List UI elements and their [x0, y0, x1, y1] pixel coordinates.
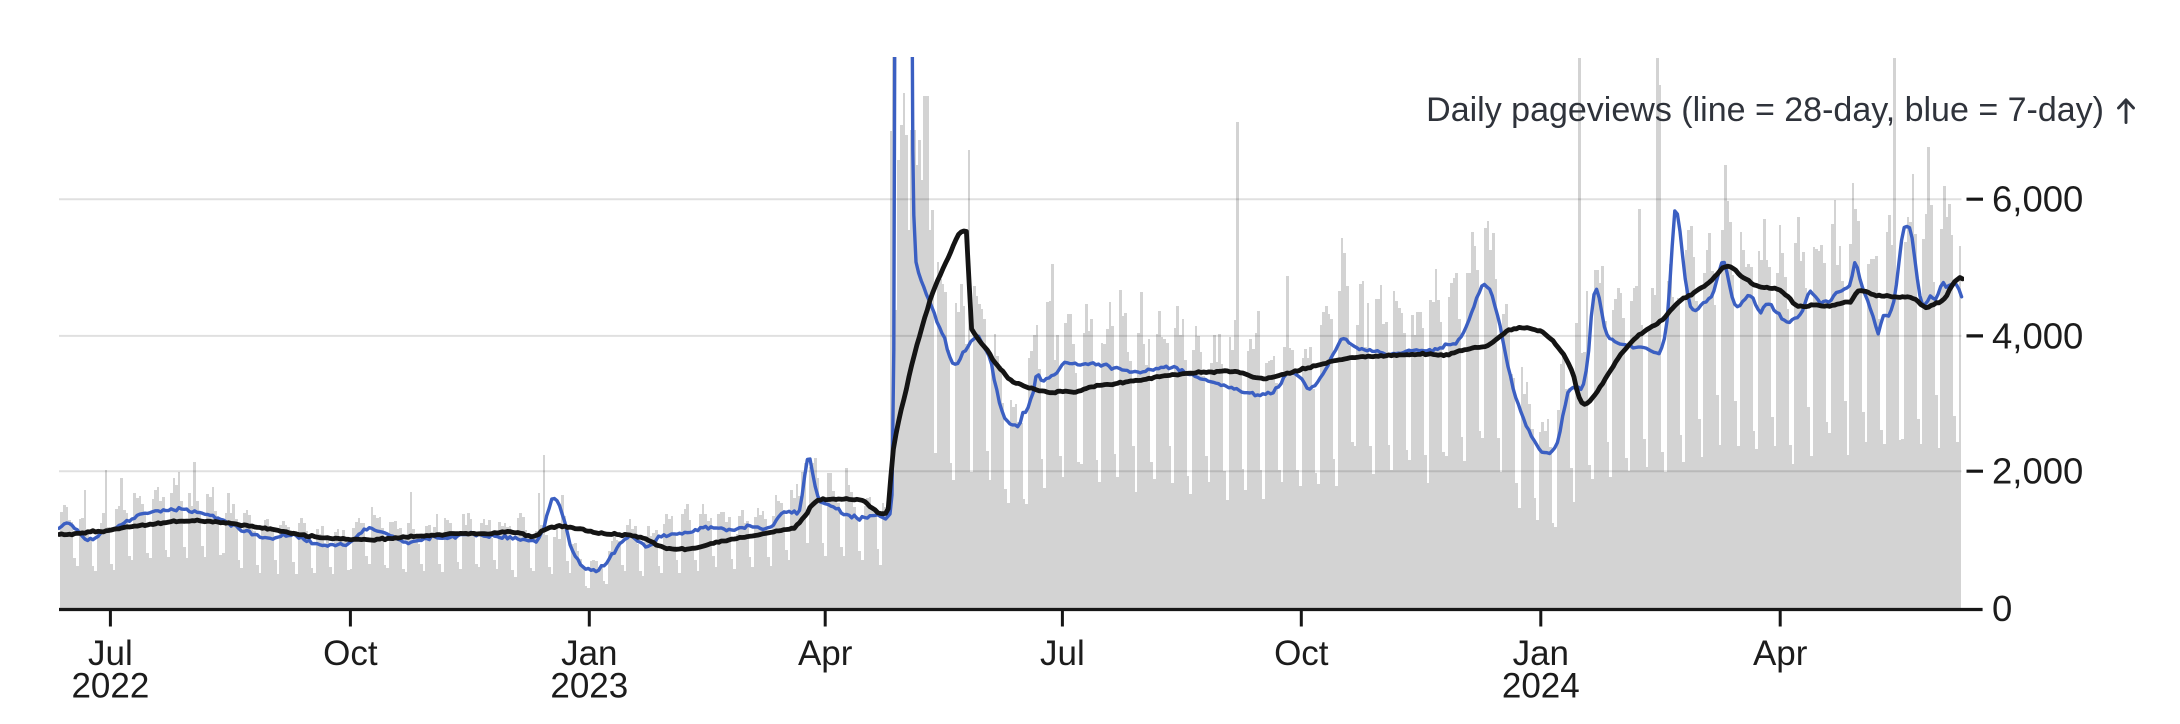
svg-text:Daily pageviews (line = 28-day: Daily pageviews (line = 28-day, blue = 7… [1426, 91, 2104, 129]
svg-text:6,000: 6,000 [1992, 179, 2083, 220]
svg-text:Jul: Jul [88, 634, 133, 673]
svg-text:0: 0 [1992, 588, 2012, 629]
svg-text:Oct: Oct [323, 634, 378, 673]
svg-text:Jul: Jul [1040, 634, 1085, 673]
svg-text:Oct: Oct [1274, 634, 1329, 673]
svg-text:2,000: 2,000 [1992, 451, 2083, 492]
svg-text:2022: 2022 [71, 667, 149, 706]
svg-text:Apr: Apr [1753, 634, 1808, 673]
svg-text:Apr: Apr [798, 634, 853, 673]
svg-text:Jan: Jan [561, 634, 617, 673]
svg-text:4,000: 4,000 [1992, 315, 2083, 356]
svg-text:2024: 2024 [1502, 667, 1580, 706]
svg-text:Jan: Jan [1513, 634, 1569, 673]
svg-text:2023: 2023 [550, 667, 628, 706]
